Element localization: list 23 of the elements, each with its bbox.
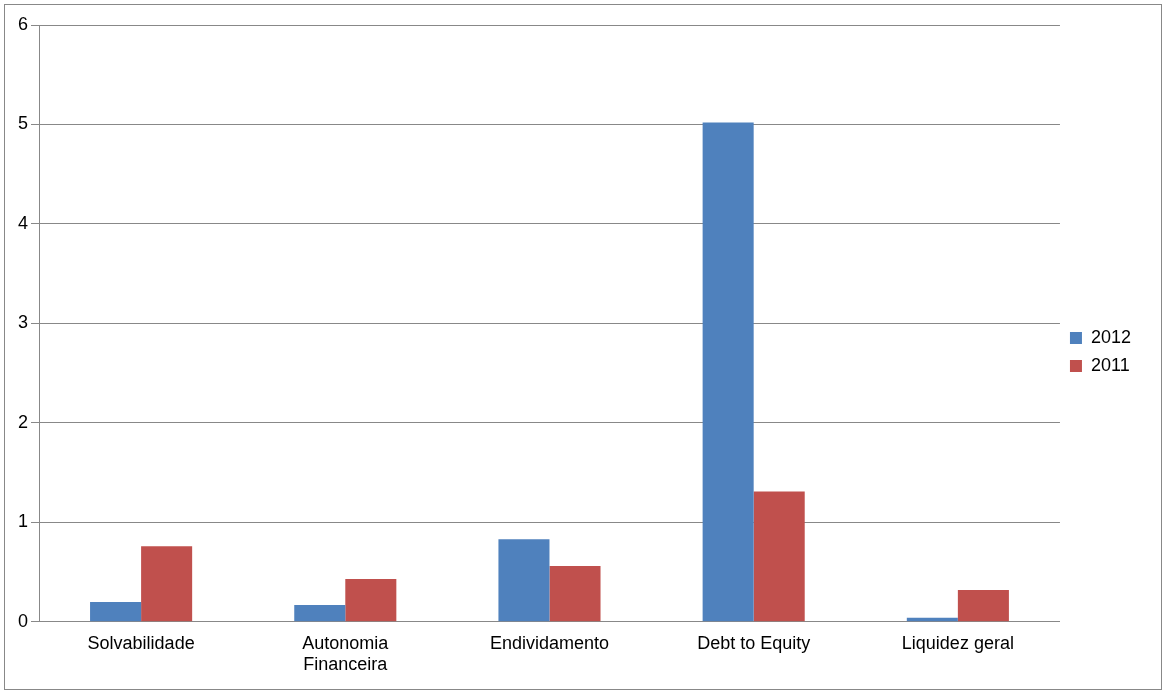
bar bbox=[141, 546, 193, 622]
legend-label: 2012 bbox=[1090, 326, 1131, 347]
y-tick-label: 5 bbox=[18, 113, 29, 134]
x-tick-label: Solvabilidade bbox=[87, 632, 195, 653]
bar bbox=[549, 566, 601, 622]
y-tick-label: 2 bbox=[18, 411, 29, 432]
y-tick-label: 0 bbox=[18, 610, 29, 631]
bar bbox=[90, 601, 142, 622]
y-tick-label: 6 bbox=[18, 13, 29, 34]
bar bbox=[498, 539, 550, 622]
x-tick-label: Debt to Equity bbox=[697, 632, 811, 653]
y-tick-label: 4 bbox=[18, 212, 29, 233]
y-tick-label: 3 bbox=[18, 312, 29, 333]
bar bbox=[753, 491, 805, 622]
bar bbox=[957, 589, 1009, 622]
legend-label: 2011 bbox=[1090, 354, 1130, 375]
x-tick-label: Autonomia Financeira bbox=[302, 632, 390, 675]
x-tick-label: Endividamento bbox=[489, 632, 610, 653]
x-tick-label: Liquidez geral bbox=[901, 632, 1014, 653]
bar bbox=[345, 579, 397, 622]
bar bbox=[294, 604, 346, 622]
y-tick-label: 1 bbox=[18, 511, 29, 532]
bar bbox=[702, 122, 754, 622]
